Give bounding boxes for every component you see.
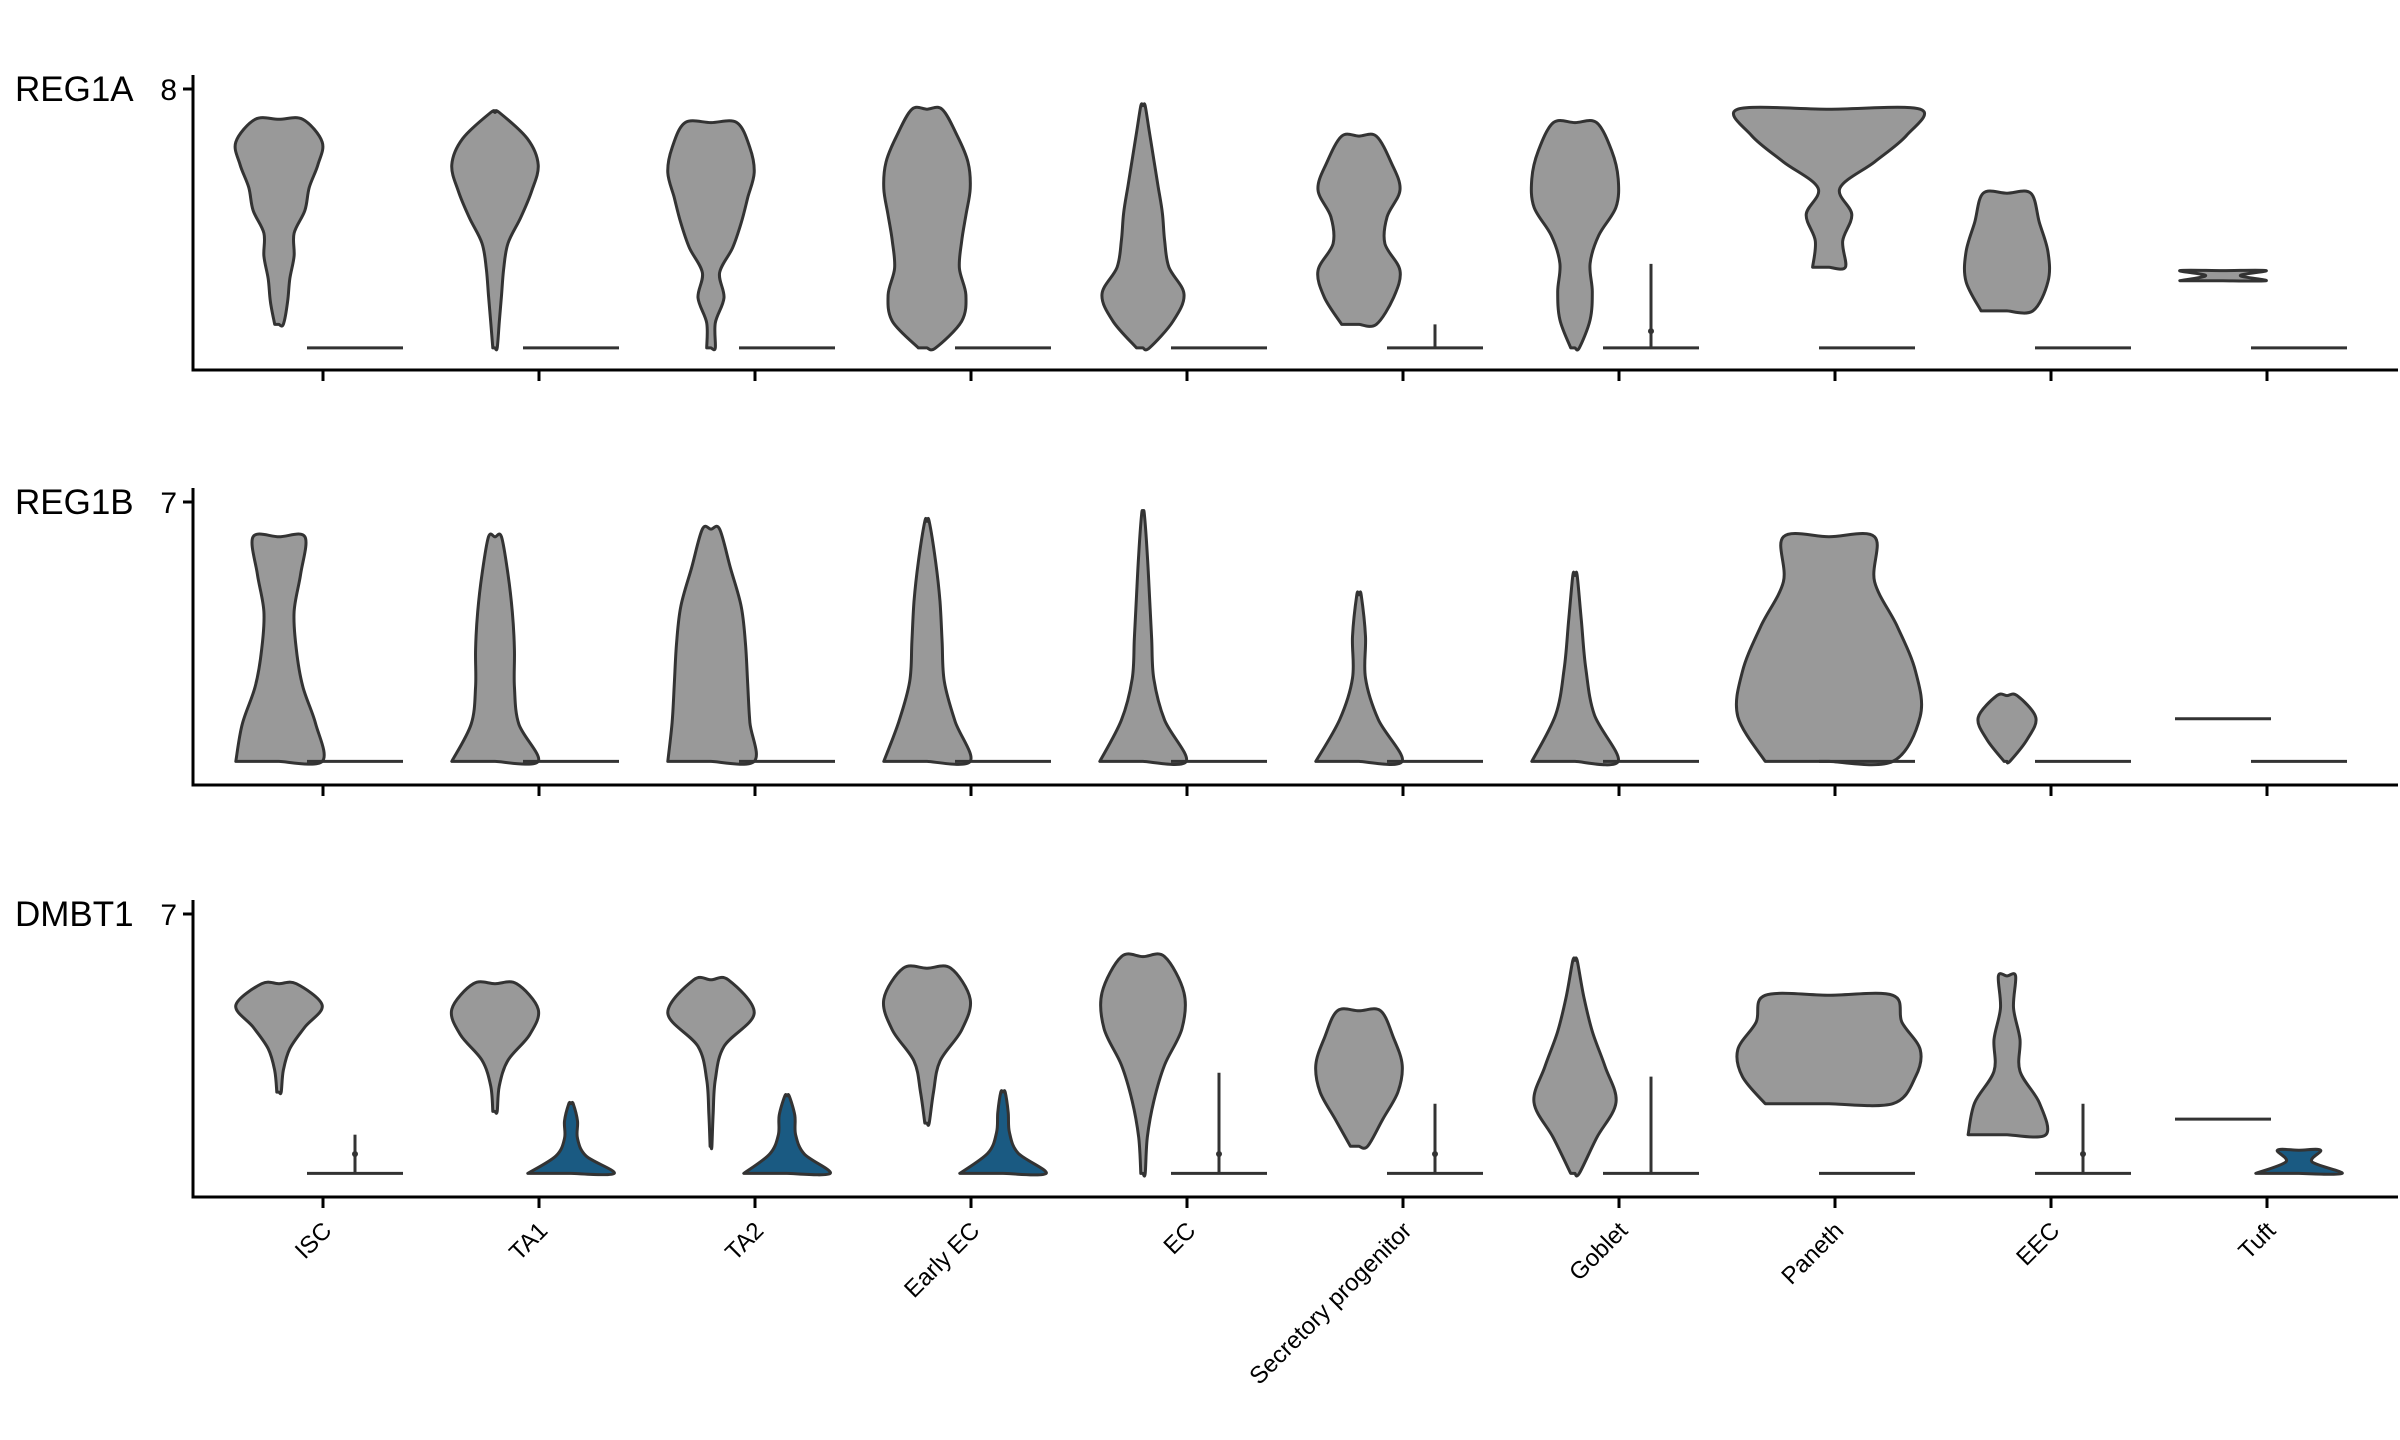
violin-isc-left bbox=[234, 980, 324, 1096]
violin-early-ec-left bbox=[882, 516, 973, 766]
violin-ec-left bbox=[1100, 102, 1186, 352]
violin-ta1-left bbox=[449, 980, 541, 1115]
violin-paneth-left bbox=[1735, 991, 1923, 1108]
gene-label: REG1A bbox=[15, 70, 134, 109]
violin-ta1-left bbox=[450, 109, 540, 352]
violin-secretory-progenitor-left bbox=[1316, 132, 1402, 328]
category-label-secretory-progenitor: Secretory progenitor bbox=[1244, 1217, 1417, 1390]
violin-tuft-left bbox=[2178, 268, 2268, 283]
category-label-ec: EC bbox=[1159, 1217, 1202, 1260]
violin-paneth-left bbox=[1734, 532, 1924, 767]
violin-goblet-left bbox=[1530, 570, 1620, 767]
violin-ec-left bbox=[1099, 952, 1187, 1178]
category-label-ta1: TA1 bbox=[504, 1217, 553, 1266]
violin-secretory-progenitor-right-point bbox=[1432, 1151, 1438, 1158]
violin-secretory-progenitor-left bbox=[1314, 590, 1404, 766]
violin-ta2-left bbox=[666, 975, 756, 1151]
category-label-tuft: Tuft bbox=[2234, 1217, 2282, 1265]
violin-ta2-left bbox=[666, 119, 756, 352]
violin-isc-left bbox=[233, 116, 325, 328]
gene-label: DMBT1 bbox=[15, 895, 134, 934]
y-tick-label: 8 bbox=[160, 74, 177, 107]
panel-reg1a: 8 REG1A bbox=[15, 70, 2398, 381]
category-label-paneth: Paneth bbox=[1776, 1217, 1849, 1290]
category-labels: ISC TA1 TA2 Early EC EC Secretory progenitor G… bbox=[290, 1217, 2282, 1390]
violin-eec-right-point bbox=[2080, 1151, 2086, 1158]
category-label-early-ec: Early EC bbox=[899, 1217, 985, 1303]
violin-ta1-left bbox=[450, 532, 541, 766]
category-label-isc: ISC bbox=[290, 1217, 337, 1264]
violin-ta2-left bbox=[666, 524, 758, 766]
violin-isc-left bbox=[234, 532, 326, 766]
panel-reg1b: 7 REG1B bbox=[15, 483, 2398, 796]
chart-panels: 8 REG1A 7 REG1B 7 DMBT1 bbox=[15, 70, 2398, 1208]
violin-ec-right-point bbox=[1216, 1151, 1222, 1158]
violin-tuft-right bbox=[2254, 1147, 2344, 1176]
panel-dmbt1: 7 DMBT1 bbox=[15, 895, 2398, 1208]
y-tick-label: 7 bbox=[160, 899, 177, 932]
category-label-goblet: Goblet bbox=[1564, 1217, 1633, 1286]
y-tick-label: 7 bbox=[160, 487, 177, 520]
violin-secretory-progenitor-left bbox=[1314, 1007, 1404, 1150]
violin-eec-left bbox=[1976, 692, 2038, 765]
violin-ta1-right bbox=[526, 1100, 616, 1177]
violin-early-ec-left bbox=[881, 964, 973, 1127]
violin-goblet-right-point bbox=[1648, 328, 1654, 335]
gene-label: REG1B bbox=[15, 483, 134, 522]
violin-eec-left bbox=[1966, 972, 2050, 1139]
category-label-ta2: TA2 bbox=[720, 1217, 769, 1266]
violin-isc-right-point bbox=[352, 1151, 358, 1158]
violin-goblet-left bbox=[1532, 956, 1618, 1178]
violin-early-ec-right bbox=[958, 1089, 1048, 1177]
violin-ec-left bbox=[1098, 509, 1189, 766]
violin-paneth-left bbox=[1731, 105, 1927, 271]
violin-eec-left bbox=[1962, 189, 2052, 315]
violin-goblet-left bbox=[1529, 119, 1621, 352]
category-label-eec: EEC bbox=[2011, 1217, 2065, 1271]
violin-ta2-right bbox=[742, 1093, 832, 1177]
violin-early-ec-left bbox=[882, 105, 972, 352]
